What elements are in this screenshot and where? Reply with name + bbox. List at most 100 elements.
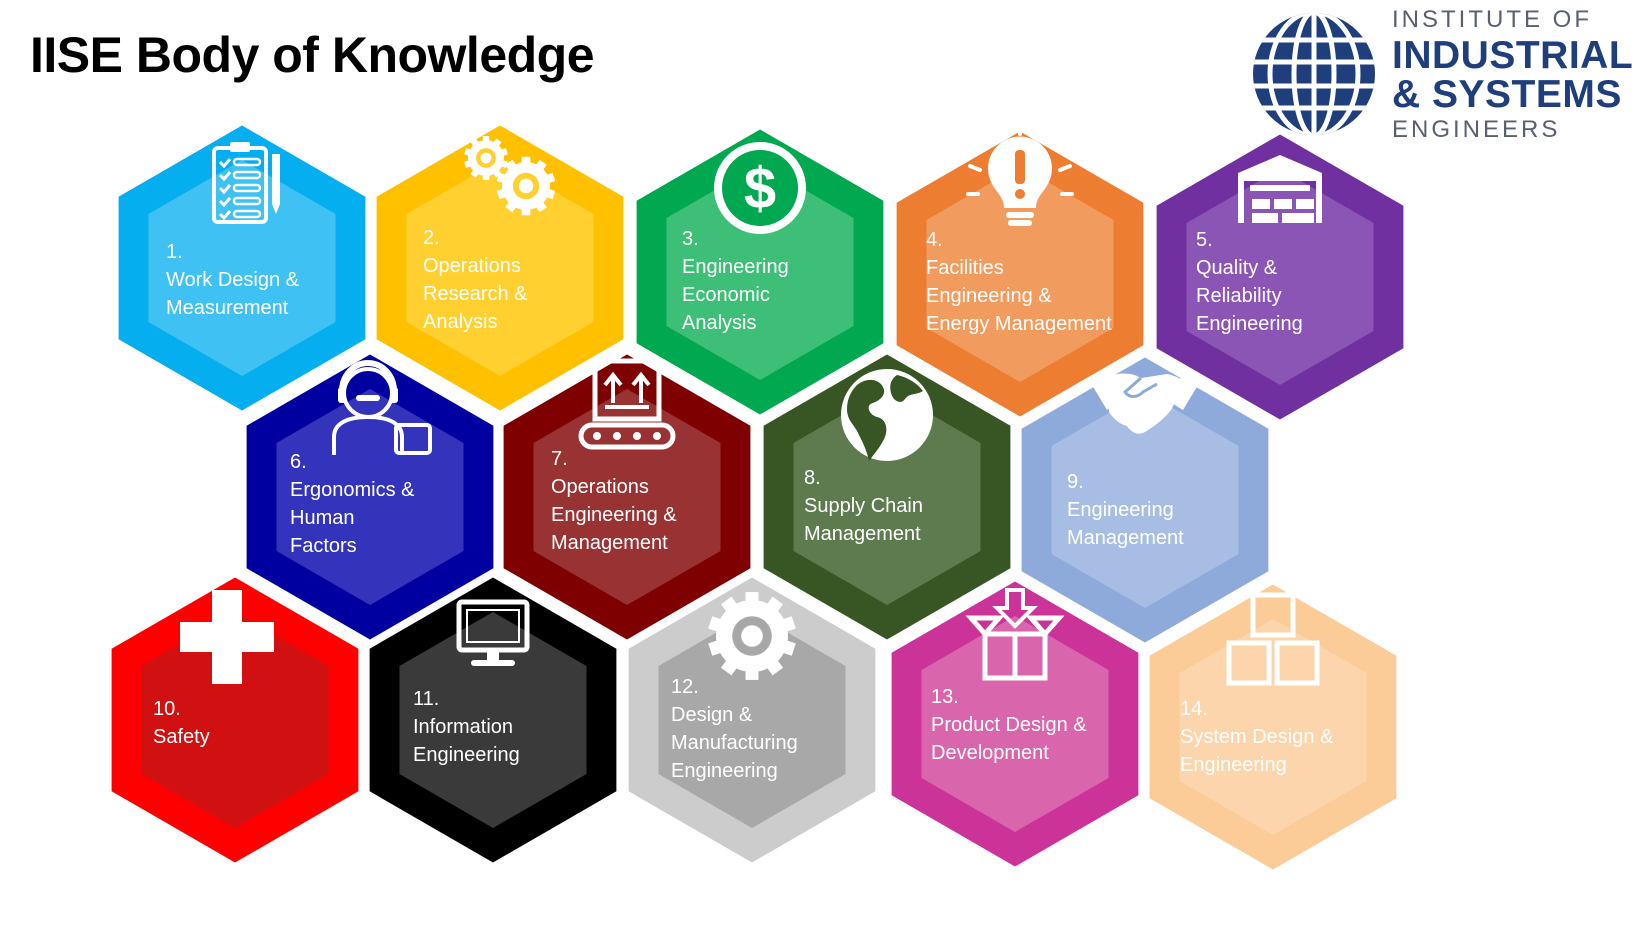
hexagon-4-inner [926,166,1114,382]
hexagon-7 [497,347,757,647]
hexagon-title-line: Analysis [423,311,498,333]
hexagon-5-inner [1186,169,1374,385]
hexagon-9 [1015,350,1275,650]
hexagon-10 [105,570,365,870]
hexagon-title-line: Measurement [166,297,289,319]
hexagon-13-inner [921,616,1109,832]
hexagon-title-line: Work Design & [166,269,300,291]
iise-logo: INSTITUTE OF INDUSTRIAL & SYSTEMS ENGINE… [1250,4,1640,144]
lightbulb-icon [966,122,1074,226]
hexagon-title-line: Energy Management [926,313,1112,335]
hexagon-title-line: Management [804,523,921,545]
hexagon-3-inner [666,164,854,380]
globe-logo-icon [1253,13,1375,135]
hexagon-1-label: 1. Work Design & Measurement [166,238,299,322]
hexagon-3-label: 3. Engineering Economic Analysis [682,225,789,337]
logo-line-systems: & SYSTEMS [1392,73,1622,116]
hexagon-number: 7. [551,448,568,470]
hexagon-11 [363,570,623,870]
logo-line-institute: INSTITUTE OF [1392,6,1592,33]
hexagon-title-line: Engineering [1180,754,1287,776]
hexagon-13 [885,574,1145,874]
handshake-icon [1089,370,1201,434]
hexagon-number: 11. [413,688,440,710]
hexagon-2 [370,118,630,418]
medical-cross-icon [180,590,274,684]
hexagon-1-inner [148,160,336,376]
hexagon-number: 3. [682,228,699,250]
hexagon-2-inner [406,160,594,376]
hexagon-title-line: Management [1067,527,1184,549]
hexagon-7-inner [533,389,721,605]
hexagon-title-line: Analysis [682,312,757,334]
hexagon-title-line: Engineering [682,256,789,278]
hexagon-title-line: Engineering [1196,313,1303,335]
hexagon-14-inner [1179,619,1367,835]
hexagon-number: 12. [671,676,699,698]
hexagon-6 [240,347,500,647]
hexagon-title-line: Ergonomics & [290,479,415,501]
dollar-coin-icon: $ [714,142,806,234]
hexagon-3: $ [630,122,890,422]
hexagon-12-label: 12. Design & Manufacturing Engineering [671,673,798,785]
hexagon-number: 2. [423,227,440,249]
hexagon-title-line: Safety [153,726,210,748]
blocks-icon [1226,592,1320,686]
hexagon-9-inner [1051,392,1239,608]
hexagon-6-inner [276,389,464,605]
hexagon-title-line: Quality & [1196,257,1278,279]
hexagon-4-label: 4. Facilities Engineering & Energy Manageme… [926,226,1112,338]
hexagon-title-line: Factors [290,535,357,557]
globe-icon [841,369,933,461]
hexagon-number: 10. [153,698,181,720]
hexagon-title-line: Reliability [1196,285,1282,307]
hexagon-title-line: Operations [423,255,521,277]
hexagon-10-inner [141,612,329,828]
hexagon-title-line: Engineering [1067,499,1174,521]
gear-icon [708,592,796,680]
computer-monitor-icon [456,599,530,666]
hexagon-8-label: 8. Supply Chain Management [804,464,923,548]
hexagon-title-line: Engineering [671,760,778,782]
page-title: IISE Body of Knowledge [30,27,595,83]
hexagon-number: 1. [166,241,183,263]
hexagon-number: 5. [1196,229,1213,251]
hexagon-title-line: Design & [671,704,753,726]
hexagon-title-line: Engineering & [551,504,677,526]
package-arrow-icon [965,588,1065,681]
logo-line-industrial: INDUSTRIAL [1392,34,1634,77]
hexagon-number: 8. [804,467,821,489]
hexagon-5-label: 5. Quality & Reliability Engineering [1196,226,1303,338]
gears-icon [464,136,556,216]
hexagon-number: 14. [1180,698,1208,720]
hexagon-title-line: Human [290,507,355,529]
hexagon-9-label: 9. Engineering Management [1067,468,1184,552]
clipboard-checklist-icon [212,142,280,224]
hexagon-7-label: 7. Operations Engineering & Management [551,445,677,557]
hexagon-title-line: Information [413,716,514,738]
hexagon-title-line: Engineering & [926,285,1052,307]
hexagon-number: 13. [931,686,959,708]
hexagon-title-line: Economic [682,284,770,306]
hexagon-14 [1143,577,1403,877]
hexagon-number: 6. [290,451,307,473]
hexagon-1 [112,118,372,418]
hexagon-title-line: Engineering [413,744,520,766]
hexagon-title-line: Manufacturing [671,732,798,754]
hexagon-title-line: Development [931,742,1049,764]
hexagon-title-line: Supply Chain [804,495,923,517]
hexagon-10-label: 10. Safety [153,695,210,751]
hexagon-number: 4. [926,229,943,251]
hexagon-4 [890,122,1150,424]
hexagon-11-inner [399,612,587,828]
operator-headset-icon [332,360,432,455]
hexagon-title-line: System Design & [1180,726,1334,748]
hexagon-13-label: 13. Product Design & Development [931,683,1087,767]
hexagon-title-line: Research & [423,283,528,305]
hexagon-number: 9. [1067,471,1084,493]
hexagon-title-line: Facilities [926,257,1004,279]
warehouse-icon [1238,155,1322,223]
hexagon-14-label: 14. System Design & Engineering [1180,695,1333,779]
svg-text:$: $ [744,156,776,221]
